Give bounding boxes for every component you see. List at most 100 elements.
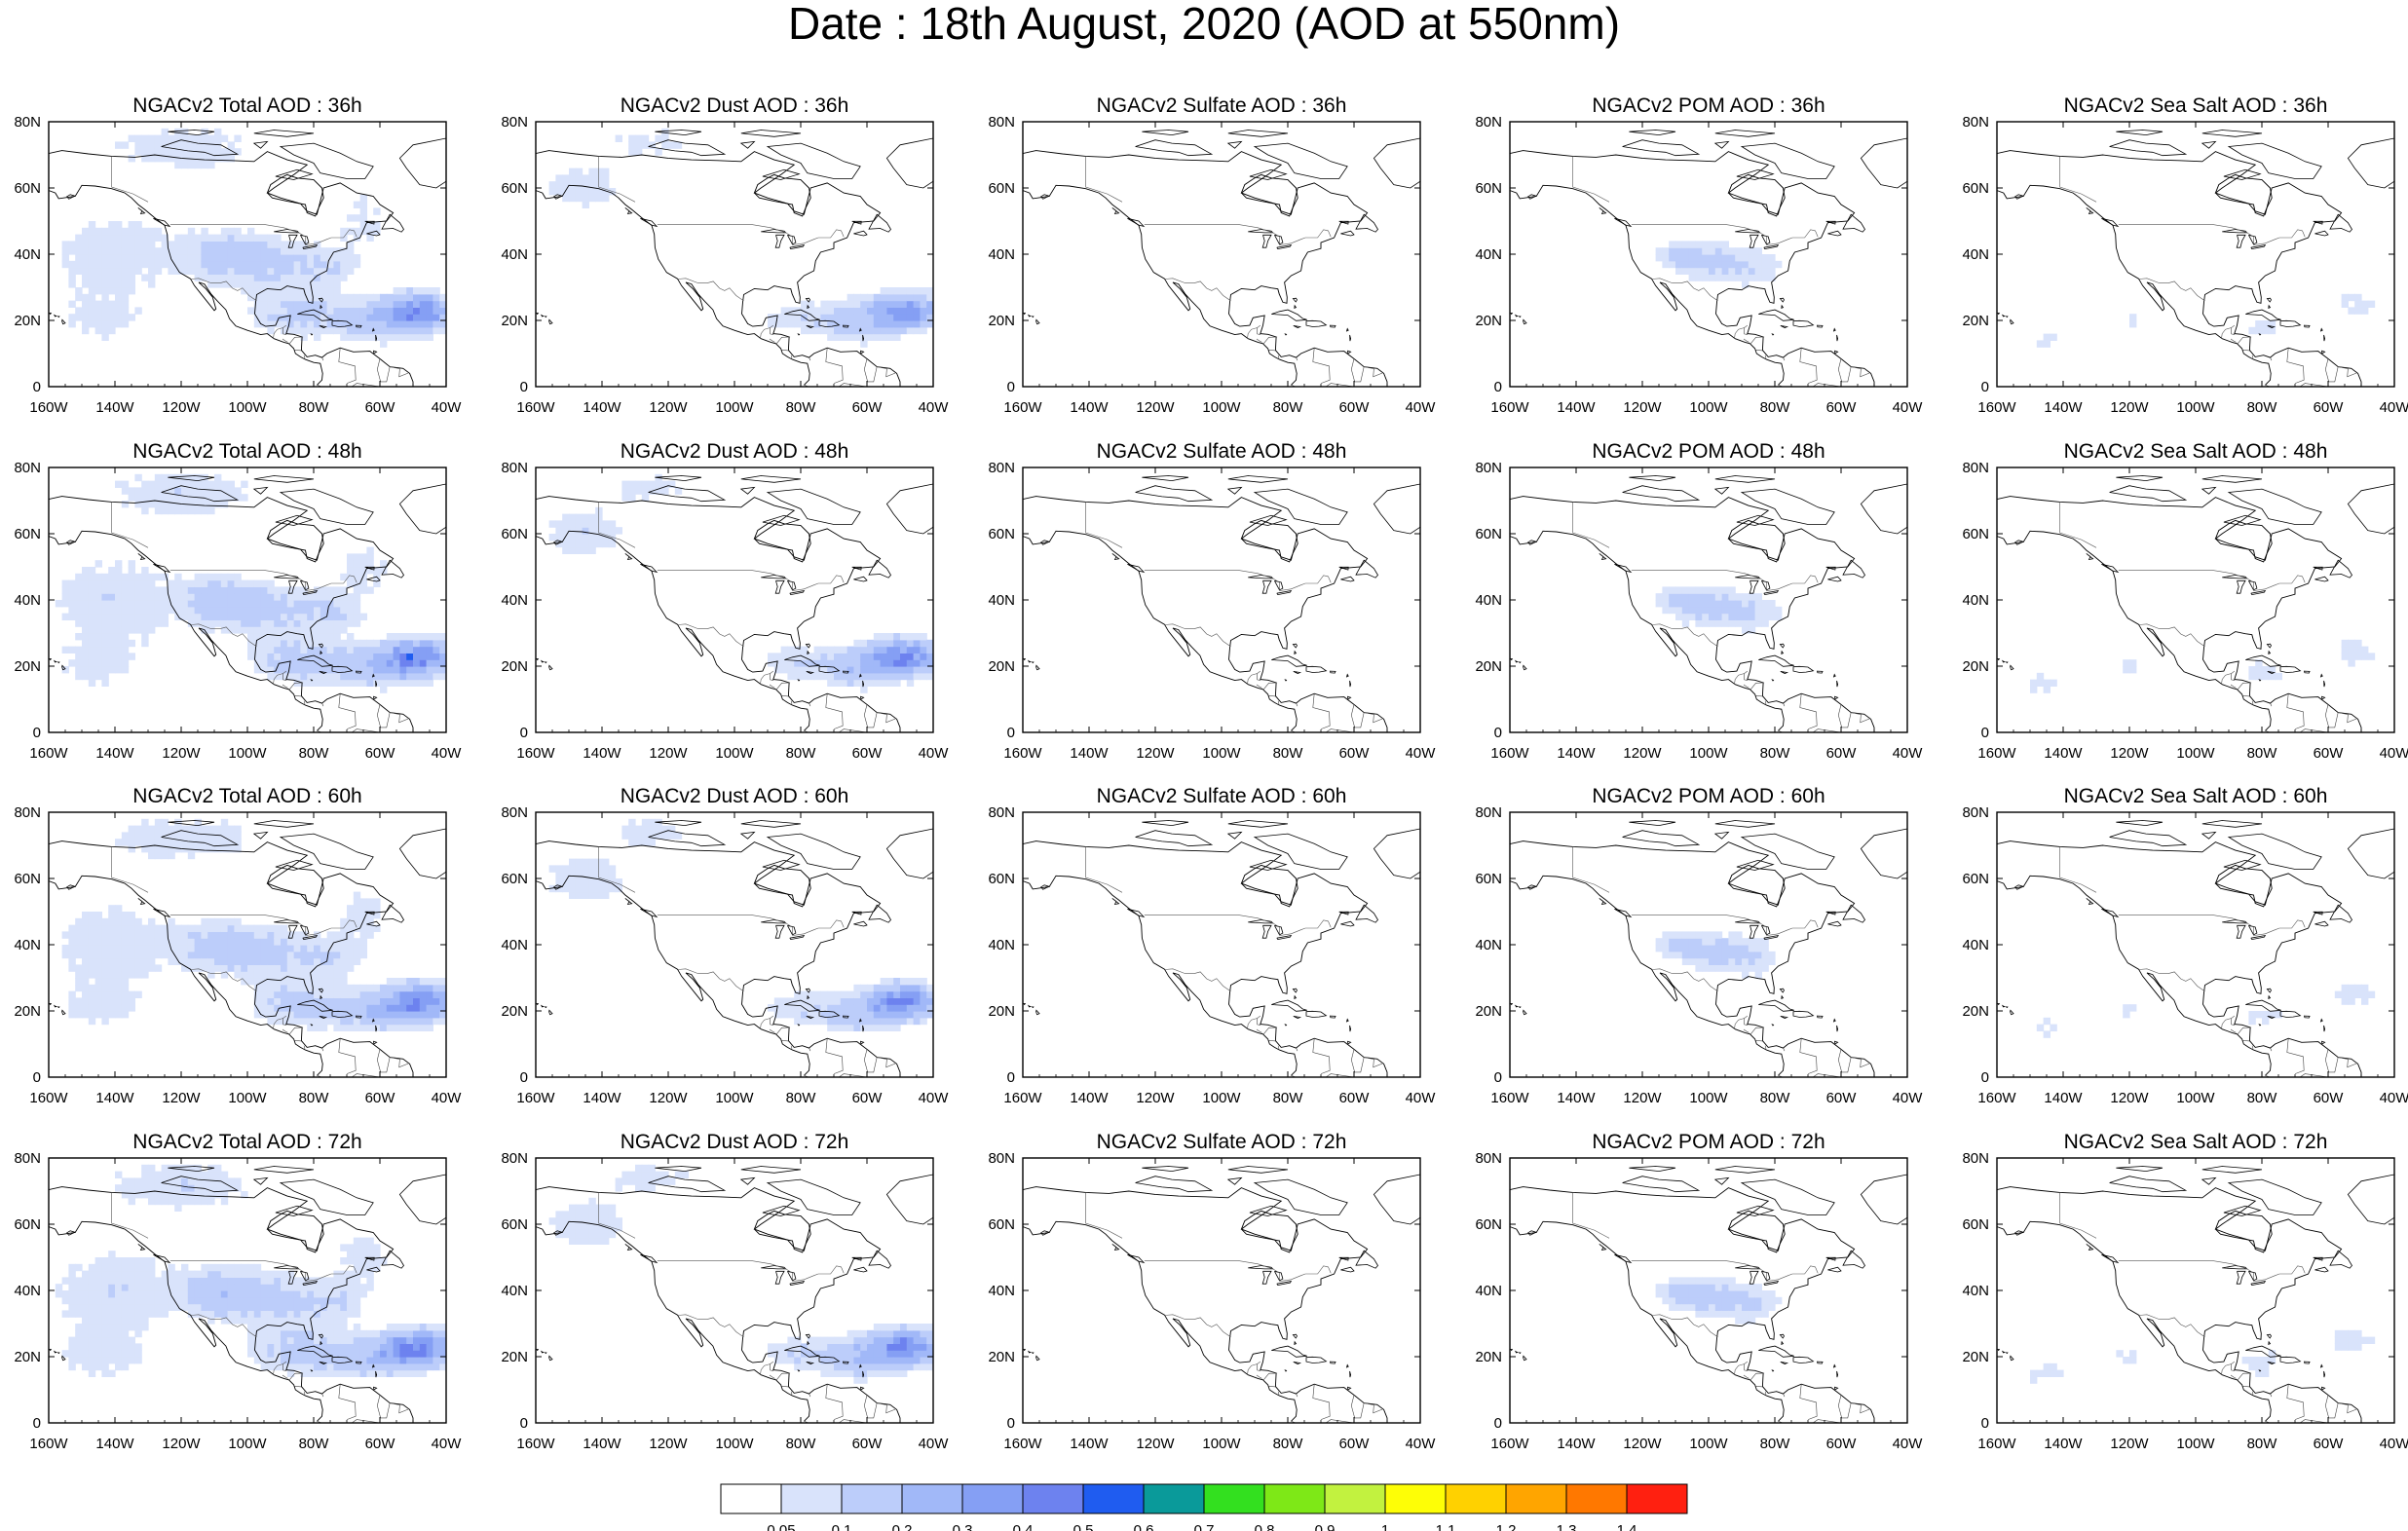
y-tick-label: 80N [1475,114,1502,131]
y-tick-label: 0 [1494,1069,1502,1086]
map-panel: NGACv2 POM AOD : 60h 160W 140W 120W 100W 80W 6… [1475,785,1923,1106]
colorbar-swatch [841,1483,903,1514]
y-tick-label: 0 [520,725,528,741]
x-tick-label: 80W [299,745,330,762]
x-tick-label: 160W [516,399,555,416]
x-tick-label: 40W [1893,1090,1924,1106]
y-tick-label: 20N [501,1349,528,1365]
x-tick-label: 160W [29,745,68,762]
x-tick-label: 80W [1273,1436,1304,1452]
x-tick-label: 140W [583,1436,621,1452]
colorbar-swatch [720,1483,782,1514]
panel-title: NGACv2 POM AOD : 48h [1592,440,1825,463]
x-tick-label: 160W [516,1090,555,1106]
x-tick-label: 40W [1893,745,1924,762]
x-tick-label: 100W [1202,1436,1241,1452]
y-tick-label: 80N [1475,460,1502,476]
y-tick-label: 0 [1007,1069,1015,1086]
x-tick-label: 120W [162,745,201,762]
x-tick-label: 100W [228,1090,267,1106]
colorbar-label: 0.4 [1013,1522,1034,1531]
x-tick-label: 140W [1557,399,1596,416]
x-tick-label: 160W [1977,745,2016,762]
x-tick-label: 100W [1689,745,1728,762]
y-tick-label: 60N [1962,871,1989,887]
x-tick-label: 40W [1406,399,1437,416]
colorbar-swatch [901,1483,963,1514]
x-tick-label: 40W [2380,1090,2408,1106]
x-tick-label: 80W [299,1090,330,1106]
x-tick-label: 140W [95,1090,134,1106]
y-tick-label: 40N [1962,1283,1989,1299]
x-tick-label: 160W [29,1090,68,1106]
x-tick-label: 80W [1273,399,1304,416]
x-tick-label: 120W [2110,745,2149,762]
y-tick-label: 80N [1962,1150,1989,1167]
x-tick-label: 140W [1070,1090,1109,1106]
panel-title: NGACv2 Sulfate AOD : 60h [1097,785,1347,807]
y-tick-label: 20N [988,658,1015,675]
colorbar-swatch [1565,1483,1628,1514]
x-tick-label: 100W [715,399,754,416]
x-tick-label: 60W [1826,1090,1858,1106]
x-tick-label: 80W [2247,1436,2278,1452]
map-panel: NGACv2 Dust AOD : 48h 160W 140W 120W 100W 80W… [501,440,949,762]
y-tick-label: 40N [1962,592,1989,609]
x-tick-label: 140W [95,399,134,416]
x-tick-label: 40W [1893,399,1924,416]
panel-title: NGACv2 Total AOD : 72h [132,1131,361,1153]
y-tick-label: 60N [1475,1216,1502,1233]
x-tick-label: 120W [1136,1090,1175,1106]
colorbar-label: 0.9 [1315,1522,1336,1531]
y-tick-label: 40N [14,1283,41,1299]
x-tick-label: 40W [1406,1090,1437,1106]
x-tick-label: 60W [365,745,396,762]
y-tick-label: 0 [1981,725,1989,741]
x-tick-label: 80W [1760,745,1791,762]
x-tick-label: 120W [1136,399,1175,416]
y-tick-label: 0 [1494,379,1502,395]
colorbar-label: 1.1 [1436,1522,1456,1531]
x-tick-label: 160W [1977,1090,2016,1106]
map-panel: NGACv2 POM AOD : 36h 160W 140W 120W 100W 80W 6… [1475,94,1923,416]
x-tick-label: 80W [299,1436,330,1452]
colorbar-label: 0.5 [1073,1522,1094,1531]
y-tick-label: 40N [1475,937,1502,953]
colorbar-label: 0.05 [767,1522,795,1531]
panel-title: NGACv2 Dust AOD : 36h [621,94,849,117]
x-tick-label: 40W [919,1090,950,1106]
y-tick-label: 0 [520,1069,528,1086]
x-tick-label: 120W [162,1090,201,1106]
colorbar-swatch [1203,1483,1265,1514]
colorbar-swatch [1082,1483,1145,1514]
y-tick-label: 40N [1475,1283,1502,1299]
colorbar-swatch [780,1483,843,1514]
x-tick-label: 120W [1623,399,1662,416]
y-tick-label: 20N [501,658,528,675]
x-tick-label: 100W [1202,745,1241,762]
x-tick-label: 60W [1339,399,1371,416]
x-tick-label: 100W [715,1090,754,1106]
map-panel: NGACv2 POM AOD : 72h 160W 140W 120W 100W 80W 6… [1475,1131,1923,1452]
y-tick-label: 0 [1981,379,1989,395]
x-tick-label: 60W [365,1436,396,1452]
x-tick-label: 120W [1623,1090,1662,1106]
x-tick-label: 40W [2380,1436,2408,1452]
colorbar-swatch [1143,1483,1205,1514]
y-tick-label: 80N [501,1150,528,1167]
x-tick-label: 140W [583,1090,621,1106]
y-tick-label: 0 [33,379,41,395]
y-tick-label: 20N [988,1003,1015,1020]
y-tick-label: 20N [1962,313,1989,329]
panel-title: NGACv2 Dust AOD : 48h [621,440,849,463]
y-tick-label: 80N [1962,804,1989,821]
panel-title: NGACv2 Dust AOD : 60h [621,785,849,807]
y-tick-label: 0 [1007,379,1015,395]
y-tick-label: 0 [33,725,41,741]
colorbar-label: 0.7 [1194,1522,1215,1531]
page-title: Date : 18th August, 2020 (AOD at 550nm) [787,0,1621,49]
y-tick-label: 60N [501,871,528,887]
x-tick-label: 60W [365,1090,396,1106]
x-tick-label: 80W [1760,399,1791,416]
colorbar-label: 0.6 [1134,1522,1154,1531]
